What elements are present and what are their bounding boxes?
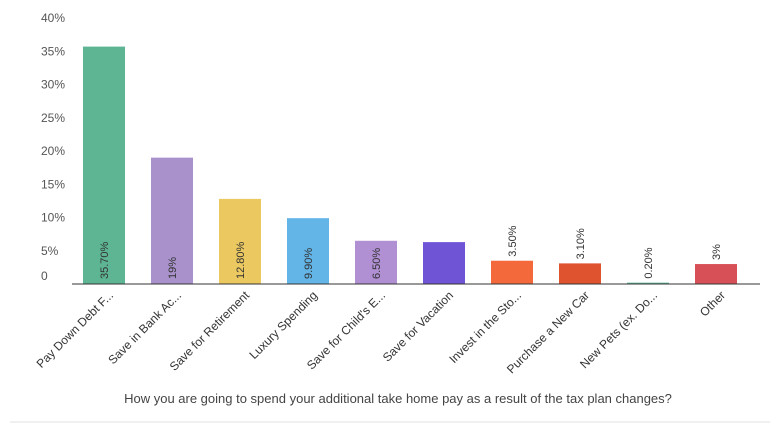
bar[interactable]: [627, 282, 669, 284]
bar-value-label: 3.50%: [507, 225, 519, 256]
y-tick-label: 5%: [41, 244, 59, 258]
y-tick-label: 30%: [41, 78, 65, 92]
bars-group: [83, 46, 737, 284]
y-tick-label: 40%: [41, 11, 65, 25]
bar[interactable]: [355, 240, 397, 284]
bar-value-label: 3.10%: [575, 228, 587, 259]
bar-value-label: 12.80%: [235, 241, 247, 279]
x-axis-title: How you are going to spend your addition…: [124, 391, 672, 406]
bar-value-label: 0.20%: [643, 247, 655, 278]
y-tick-label: 0: [41, 269, 48, 283]
bar-value-label: 6.30%: [439, 207, 451, 238]
bar-value-label: 6.50%: [371, 248, 383, 279]
category-labels-group: Pay Down Debt F...Save in Bank Ac... Save…: [34, 288, 729, 377]
y-tick-label: 15%: [41, 177, 65, 191]
category-label: Luxury Spending: [247, 288, 321, 362]
bar[interactable]: [559, 263, 601, 284]
bar[interactable]: [151, 157, 193, 284]
category-label: New Pets (ex. Do...: [577, 288, 660, 371]
bar[interactable]: [83, 46, 125, 284]
y-axis: 0 5% 10% 15% 20% 25% 30% 35% 40%: [41, 11, 65, 283]
bar[interactable]: [423, 242, 465, 284]
bar[interactable]: [491, 260, 533, 284]
bar[interactable]: [219, 198, 261, 284]
bar[interactable]: [287, 218, 329, 284]
category-label: Save in Bank Ac...: [105, 288, 184, 367]
bar[interactable]: [695, 264, 737, 284]
category-label: Pay Down Debt F...: [34, 288, 117, 371]
bar-value-label: 9.90%: [303, 248, 315, 279]
category-label: Invest in the Sto...: [446, 288, 524, 366]
category-label: Save for Vacation: [380, 288, 456, 364]
bar-value-label: 3%: [711, 244, 723, 260]
bar-value-label: 35.70%: [99, 241, 111, 279]
value-labels-group: 35.70% 19% 12.80% 9.90% 6.50% 6.30% 3.50% 3.10%…: [99, 207, 723, 279]
y-tick-label: 25%: [41, 111, 65, 125]
bar-value-label: 19%: [167, 257, 179, 279]
y-tick-label: 20%: [41, 144, 65, 158]
y-tick-label: 35%: [41, 44, 65, 58]
category-label: Other: [697, 288, 728, 319]
y-tick-label: 10%: [41, 211, 65, 225]
